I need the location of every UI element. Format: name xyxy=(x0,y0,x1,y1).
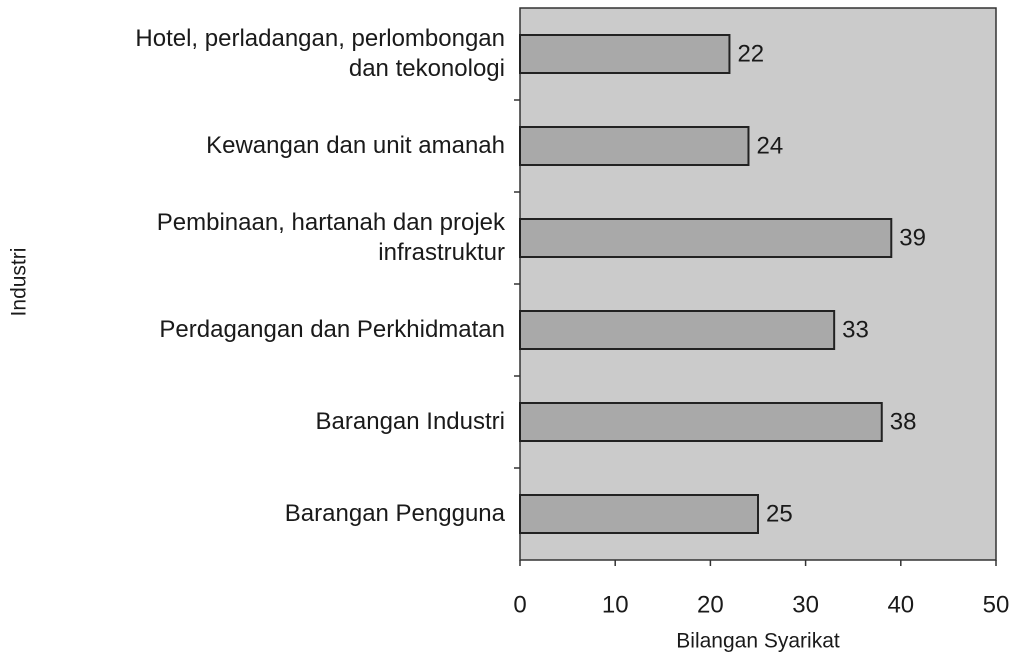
y-tick-label-box: Barangan Industri xyxy=(315,408,505,435)
y-tick-label-box: Pembinaan, hartanah dan projek infrastru… xyxy=(156,209,505,266)
y-tick-label: Barangan Pengguna xyxy=(284,500,505,527)
x-tick-label: 30 xyxy=(792,591,819,618)
y-tick-label: Hotel, perladangan, perlombongan dan tek… xyxy=(135,25,505,82)
x-axis-label: Bilangan Syarikat xyxy=(676,630,840,653)
bar xyxy=(519,494,759,534)
value-label: 25 xyxy=(766,500,793,527)
y-tick-label-box: Perdagangan dan Perkhidmatan xyxy=(159,316,505,343)
y-tick-label-box: Barangan Pengguna xyxy=(284,500,505,527)
plot-area xyxy=(519,7,997,561)
bar xyxy=(519,402,883,442)
bar xyxy=(519,34,731,74)
y-tick-label: Barangan Industri xyxy=(315,408,505,435)
x-tick-label: 40 xyxy=(887,591,914,618)
y-tick-label-box: Hotel, perladangan, perlombongan dan tek… xyxy=(135,25,505,82)
y-tick-label: Pembinaan, hartanah dan projek infrastru… xyxy=(156,209,505,266)
value-label: 38 xyxy=(890,408,917,435)
y-tick-label: Perdagangan dan Perkhidmatan xyxy=(159,316,505,343)
bar xyxy=(519,126,750,166)
bar xyxy=(519,310,836,350)
y-tick-label: Kewangan dan unit amanah xyxy=(206,132,505,159)
x-tick-label: 10 xyxy=(602,591,629,618)
value-label: 39 xyxy=(899,224,926,251)
x-tick-label: 20 xyxy=(697,591,724,618)
value-label: 24 xyxy=(756,132,783,159)
y-axis-label: Industri xyxy=(8,248,31,317)
value-label: 22 xyxy=(737,40,764,67)
y-tick-label-box: Kewangan dan unit amanah xyxy=(206,132,505,159)
x-tick-label: 0 xyxy=(513,591,526,618)
value-label: 33 xyxy=(842,316,869,343)
bar xyxy=(519,218,893,258)
x-tick-label: 50 xyxy=(983,591,1010,618)
